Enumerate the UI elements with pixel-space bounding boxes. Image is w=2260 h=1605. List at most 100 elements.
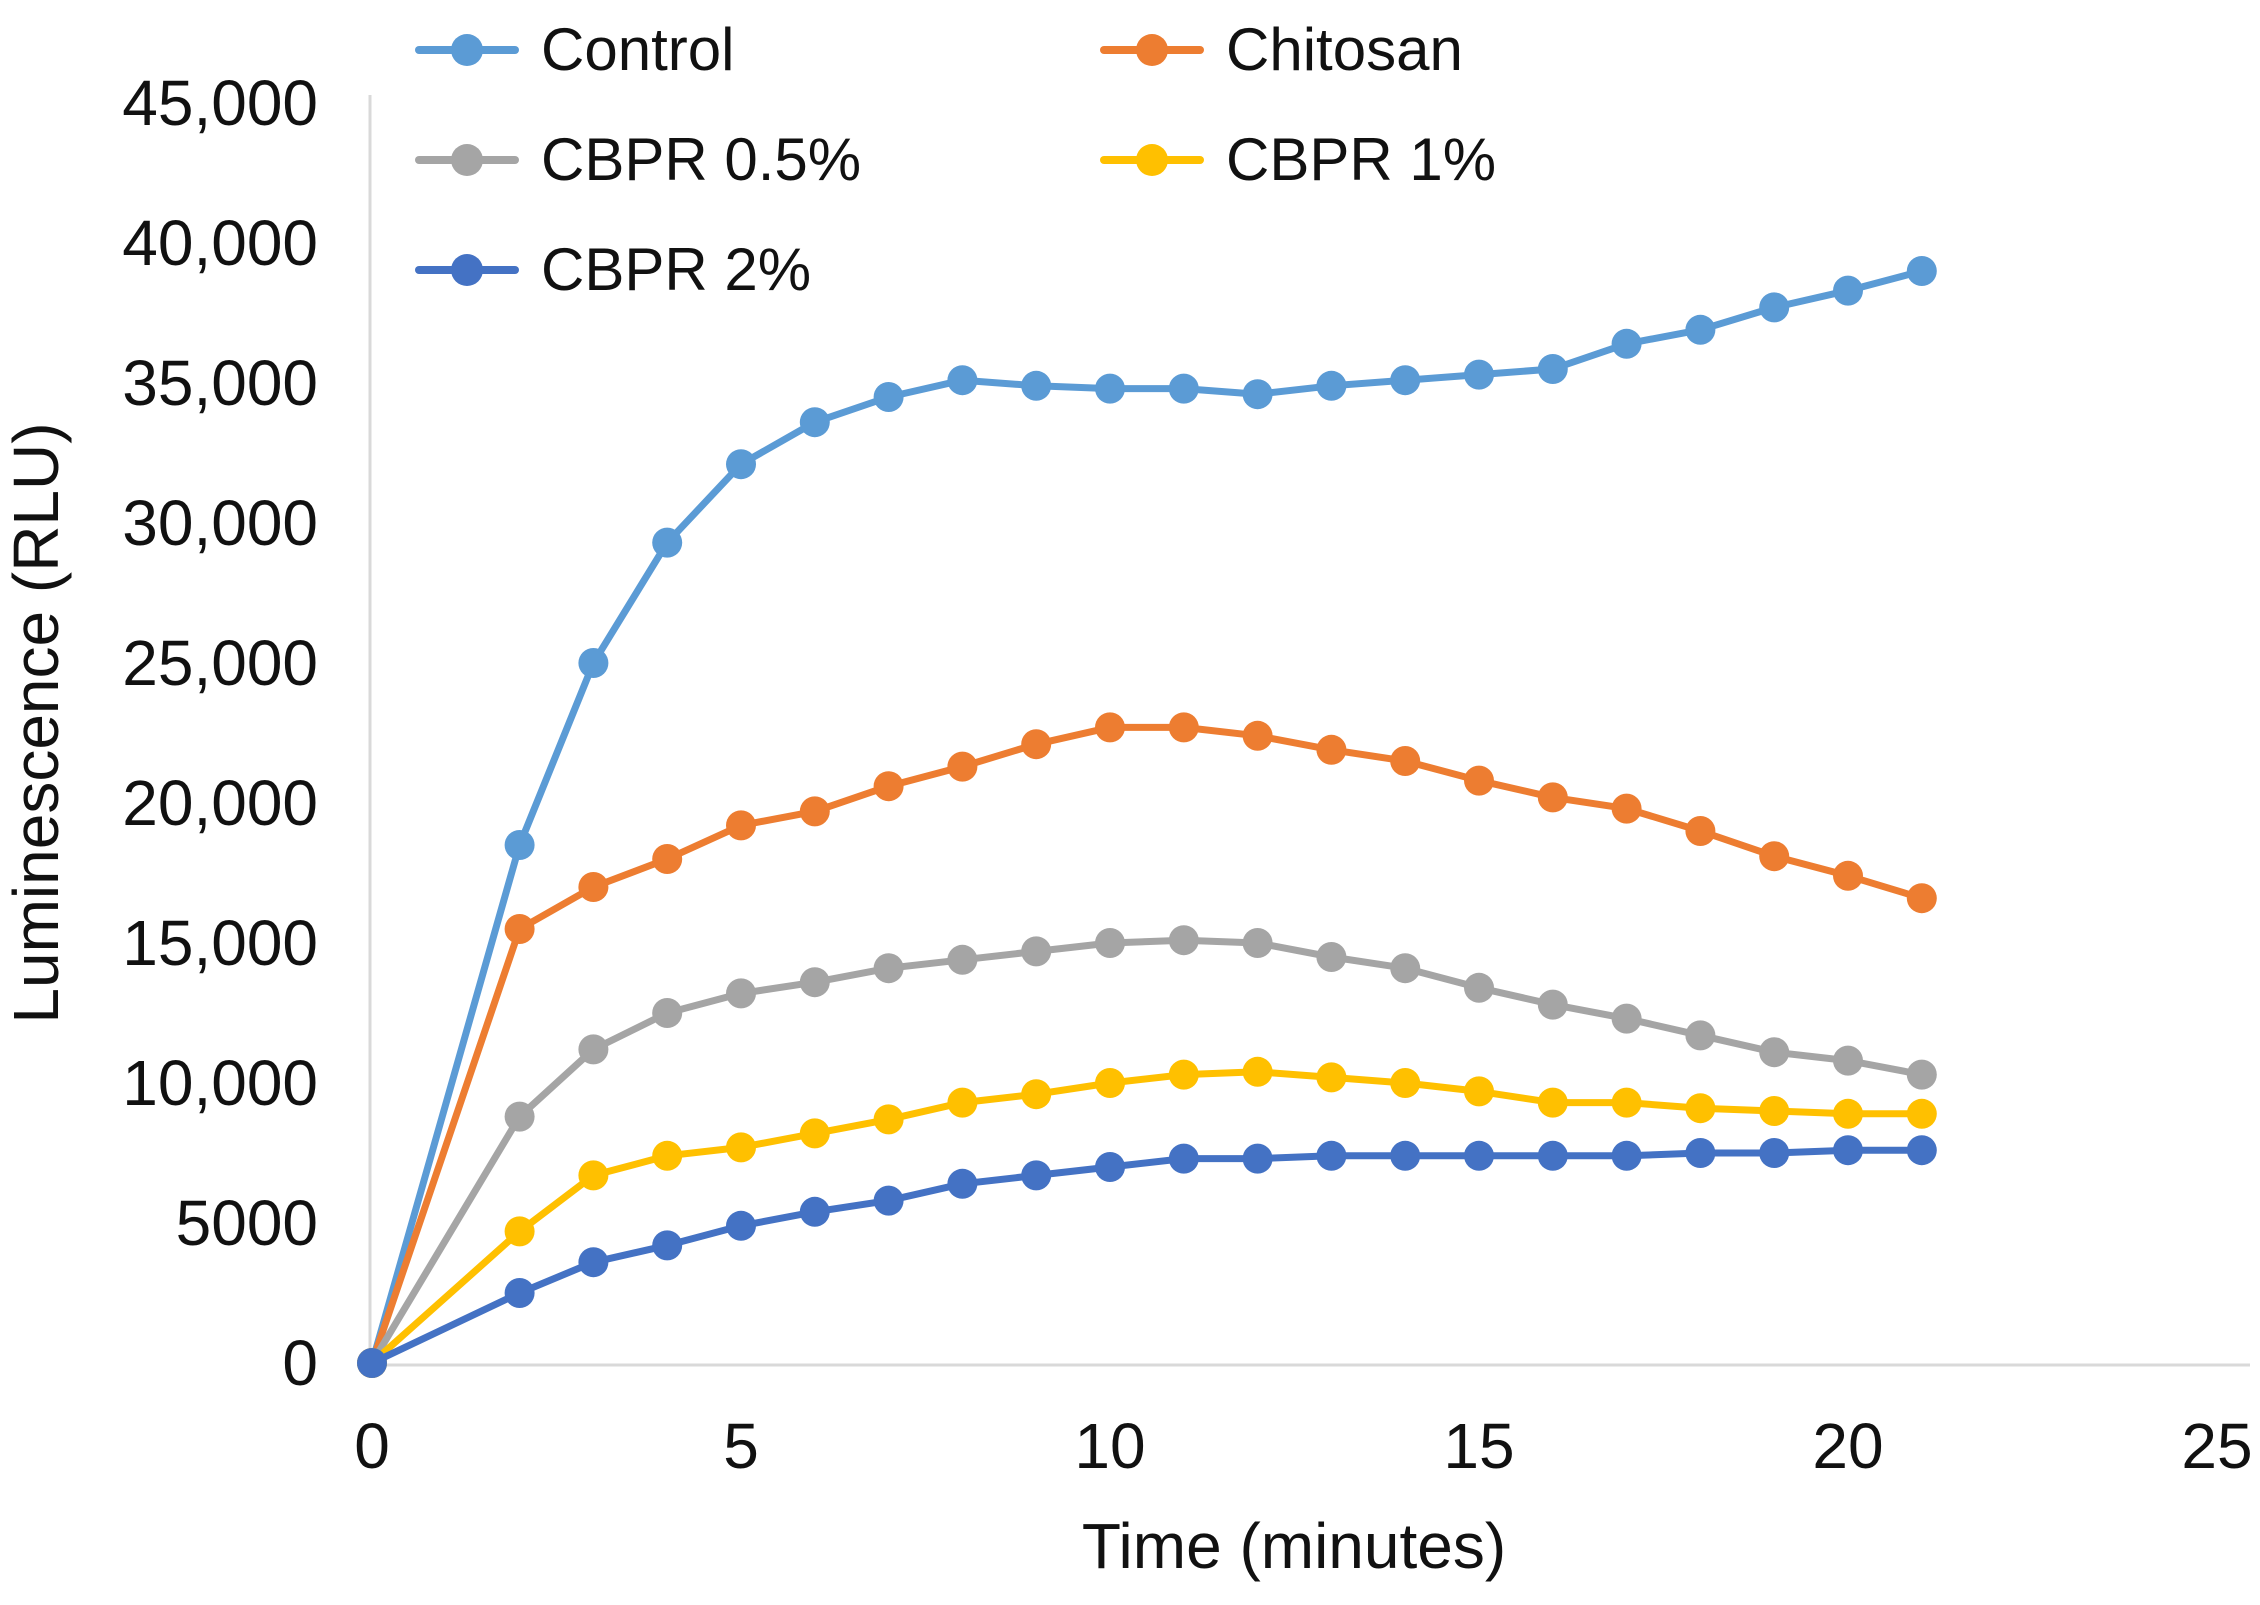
data-point-cbpr-2	[1168, 1143, 1199, 1174]
series-line-control	[368, 267, 1923, 1364]
data-point-cbpr-2	[1316, 1140, 1347, 1171]
data-point-cbpr-0-5	[578, 1034, 609, 1065]
data-point-cbpr-2	[357, 1348, 387, 1378]
data-point-cbpr-1	[652, 1140, 683, 1171]
y-tick-label: 45,000	[122, 67, 318, 139]
data-point-control	[1316, 370, 1347, 401]
x-tick-label: 15	[1443, 1410, 1514, 1482]
y-tick-label: 20,000	[122, 767, 318, 839]
data-point-chitosan	[1611, 793, 1642, 824]
data-point-cbpr-1	[947, 1087, 978, 1118]
data-point-control	[1390, 365, 1421, 396]
data-point-cbpr-0-5	[1906, 1059, 1937, 1090]
data-point-cbpr-2	[1242, 1143, 1273, 1174]
y-tick-label: 0	[282, 1327, 318, 1399]
data-point-chitosan	[1906, 883, 1937, 914]
data-point-chitosan	[578, 872, 609, 902]
data-point-cbpr-1	[1759, 1096, 1790, 1126]
data-point-control	[726, 449, 756, 480]
data-point-chitosan	[947, 751, 978, 782]
data-point-cbpr-1	[1611, 1087, 1642, 1118]
data-point-control	[1537, 354, 1568, 384]
data-point-cbpr-2	[947, 1168, 978, 1199]
y-tick-label: 15,000	[122, 907, 318, 979]
data-point-cbpr-2	[1537, 1140, 1568, 1171]
data-point-cbpr-2	[1833, 1135, 1863, 1166]
data-point-cbpr-0-5	[1611, 1003, 1642, 1034]
data-point-control	[947, 365, 978, 396]
data-point-control	[1611, 328, 1642, 359]
data-point-cbpr-0-5	[1537, 989, 1568, 1020]
data-point-control	[873, 382, 904, 412]
y-tick-label: 10,000	[122, 1047, 318, 1119]
data-point-cbpr-1	[1833, 1098, 1863, 1129]
data-point-control	[578, 648, 609, 678]
data-point-cbpr-1	[1316, 1062, 1347, 1093]
data-point-control	[1242, 379, 1273, 410]
data-point-control	[1833, 275, 1863, 306]
y-axis-title: Luminescence (RLU)	[0, 422, 72, 1023]
data-point-cbpr-2	[799, 1196, 830, 1227]
y-tick-label: 40,000	[122, 207, 318, 279]
data-point-cbpr-0-5	[1685, 1020, 1716, 1051]
data-point-chitosan	[1464, 765, 1494, 796]
data-point-chitosan	[726, 810, 756, 841]
y-tick-label: 5000	[176, 1187, 318, 1259]
data-point-cbpr-1	[1685, 1093, 1716, 1124]
x-axis-tick-labels: 0 5 10 15 20 25	[354, 1410, 2252, 1482]
data-point-cbpr-1	[1906, 1098, 1937, 1129]
x-tick-label: 25	[2181, 1410, 2252, 1482]
data-point-cbpr-0-5	[504, 1101, 535, 1132]
x-axis-title: Time (minutes)	[1082, 1510, 1506, 1582]
data-point-chitosan	[1390, 746, 1421, 776]
data-point-cbpr-2	[578, 1247, 609, 1278]
data-point-cbpr-1	[504, 1216, 535, 1247]
data-point-chitosan	[1685, 816, 1716, 846]
data-point-cbpr-1	[1242, 1056, 1273, 1087]
data-point-cbpr-0-5	[1021, 936, 1052, 967]
data-point-cbpr-2	[1390, 1140, 1421, 1171]
y-tick-label: 35,000	[122, 347, 318, 419]
x-tick-label: 20	[1812, 1410, 1883, 1482]
data-point-cbpr-0-5	[1316, 942, 1347, 972]
data-point-cbpr-2	[873, 1185, 904, 1216]
data-point-cbpr-2	[1759, 1138, 1790, 1168]
data-point-cbpr-0-5	[1464, 972, 1494, 1003]
y-axis-tick-labels: 45,000 40,000 35,000 30,000 25,000 20,000 15,0…	[122, 67, 318, 1399]
data-point-cbpr-2	[1611, 1140, 1642, 1171]
data-point-cbpr-0-5	[1833, 1045, 1863, 1076]
data-point-chitosan	[873, 771, 904, 802]
data-point-cbpr-1	[726, 1132, 756, 1163]
data-point-control	[1685, 314, 1716, 345]
data-point-chitosan	[1021, 729, 1052, 760]
data-point-cbpr-0-5	[652, 998, 683, 1028]
x-tick-label: 0	[354, 1410, 390, 1482]
data-point-cbpr-0-5	[873, 953, 904, 984]
data-point-control	[1168, 373, 1199, 404]
data-point-cbpr-1	[873, 1104, 904, 1135]
data-point-control	[1095, 373, 1125, 404]
data-point-control	[652, 527, 683, 558]
y-tick-label: 30,000	[122, 487, 318, 559]
data-point-control	[1906, 256, 1937, 286]
x-tick-label: 10	[1074, 1410, 1145, 1482]
data-point-cbpr-0-5	[726, 978, 756, 1009]
data-point-cbpr-1	[1168, 1059, 1199, 1090]
x-tick-label: 5	[723, 1410, 759, 1482]
data-point-cbpr-1	[799, 1118, 830, 1149]
data-point-chitosan	[1759, 841, 1790, 872]
data-point-cbpr-2	[652, 1230, 683, 1261]
data-point-cbpr-1	[1464, 1076, 1494, 1107]
data-point-cbpr-2	[1095, 1152, 1125, 1182]
data-point-control	[799, 407, 830, 438]
data-point-cbpr-2	[1685, 1138, 1716, 1168]
data-point-cbpr-1	[578, 1160, 609, 1191]
data-point-cbpr-0-5	[1390, 953, 1421, 984]
series-layer	[357, 256, 1937, 1378]
data-point-cbpr-2	[726, 1210, 756, 1241]
y-tick-label: 25,000	[122, 627, 318, 699]
data-point-cbpr-1	[1537, 1087, 1568, 1118]
data-point-chitosan	[1168, 712, 1199, 743]
data-point-chitosan	[1242, 720, 1273, 751]
